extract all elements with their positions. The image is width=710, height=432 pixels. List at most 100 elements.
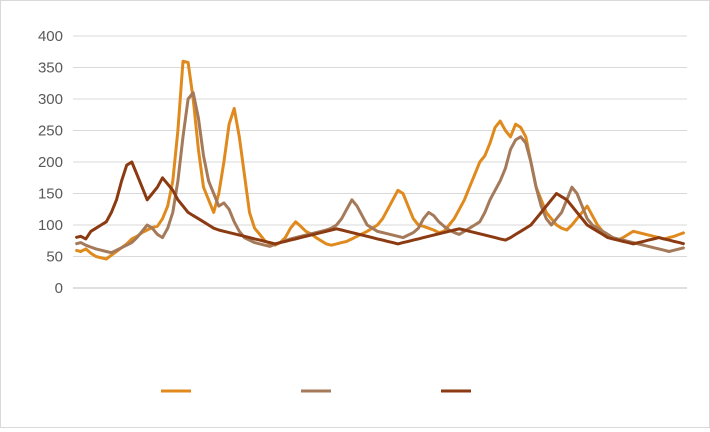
data-point [504,167,506,169]
data-point [351,238,353,240]
data-point [177,180,179,182]
data-point [550,199,553,201]
data-point [320,240,322,242]
data-point [433,215,435,217]
data-point [110,252,112,254]
data-point [136,174,138,176]
data-point [105,221,107,223]
data-point [371,237,373,239]
data-point [632,243,634,245]
data-point [607,237,609,239]
data-point [376,238,378,240]
data-point [438,233,440,235]
data-point [382,232,384,234]
data-point [243,235,245,237]
series-line [75,160,685,246]
data-point [550,224,553,226]
data-point [233,221,235,223]
data-point [330,229,332,231]
data-point [115,249,118,251]
data-point [80,242,82,244]
data-point [499,238,501,240]
data-point [105,258,107,260]
data-point [422,218,425,220]
data-point [535,218,537,220]
data-point [156,233,158,235]
data-point [254,227,256,229]
data-point [90,246,92,248]
data-point [474,224,476,226]
data-point [602,233,604,235]
data-point [586,224,588,226]
data-point [642,233,645,235]
data-point [515,123,517,125]
data-point [95,248,97,250]
data-point [622,237,624,239]
data-point [161,177,164,179]
data-point [443,225,445,227]
data-point [648,245,650,247]
data-point [75,243,77,245]
data-point [202,155,205,157]
data-point [136,237,138,239]
data-point [213,227,215,229]
data-point [366,224,368,226]
data-point [530,224,532,226]
data-point [351,232,353,234]
data-point [85,248,87,250]
data-point [499,180,501,182]
data-point [545,211,547,213]
data-point [642,244,645,246]
data-point [520,230,522,232]
data-point [555,192,558,195]
data-point [243,174,245,176]
data-point [581,218,583,220]
data-point [443,232,445,234]
data-point [407,234,409,236]
data-point [361,215,363,217]
data-point [433,229,435,231]
data-point [438,221,440,223]
data-point [668,239,670,241]
data-point [100,224,102,226]
data-point [284,237,286,239]
data-point [627,233,629,235]
data-point [208,180,210,182]
data-point [233,107,235,109]
data-point [407,205,409,207]
data-point [566,199,568,201]
data-point [653,238,655,240]
y-tick-label: 400 [38,28,63,45]
data-point [366,235,368,237]
data-point [663,249,665,251]
data-point [458,228,460,230]
data-point [520,136,522,138]
data-point [571,224,573,226]
data-point [279,242,281,244]
data-point [571,205,573,207]
data-point [648,234,650,236]
data-point [566,229,568,231]
data-point [161,237,164,239]
data-point [197,218,199,220]
data-point [233,233,235,235]
data-point [264,240,266,242]
data-point [612,238,614,240]
data-point [653,235,655,237]
data-point [515,139,517,141]
data-point [75,237,77,239]
data-point [335,243,338,245]
data-point [305,235,307,237]
data-point [182,205,184,207]
data-point [259,239,261,241]
data-point [248,239,251,241]
data-point [412,239,414,241]
data-point [238,230,240,232]
y-tick-label: 50 [46,249,63,266]
data-point [397,235,399,237]
data-point [177,129,179,132]
data-point [187,98,189,100]
data-point [673,235,675,237]
data-point [115,199,118,201]
